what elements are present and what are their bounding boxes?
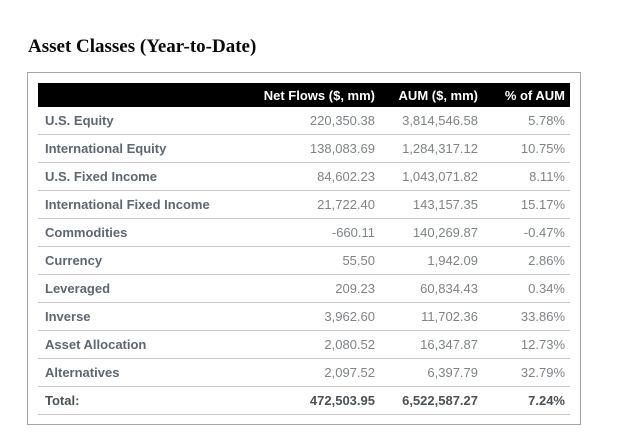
net-flows-cell: 2,080.52 [250, 330, 380, 359]
row-label: U.S. Fixed Income [38, 162, 250, 191]
table-container: Net Flows ($, mm) AUM ($, mm) % of AUM U… [27, 72, 581, 425]
aum-cell: 3,814,546.58 [380, 107, 483, 135]
net-flows-cell: 21,722.40 [250, 190, 380, 219]
pct-of-aum-cell: -0.47% [483, 218, 570, 247]
net-flows-cell: 55.50 [250, 246, 380, 275]
table-row: Currency 55.50 1,942.09 2.86% [38, 246, 570, 275]
pct-of-aum-cell: 2.86% [483, 246, 570, 275]
net-flows-cell: 220,350.38 [250, 107, 380, 135]
table-body: U.S. Equity 220,350.38 3,814,546.58 5.78% In… [38, 107, 570, 415]
table-row: Commodities -660.11 140,269.87 -0.47% [38, 218, 570, 247]
row-label: International Fixed Income [38, 190, 250, 219]
col-header-aum: AUM ($, mm) [380, 83, 483, 107]
net-flows-cell: 209.23 [250, 274, 380, 303]
aum-cell: 11,702.36 [380, 302, 483, 331]
net-flows-cell: -660.11 [250, 218, 380, 247]
net-flows-cell: 138,083.69 [250, 134, 380, 163]
net-flows-cell: 2,097.52 [250, 358, 380, 387]
aum-cell: 143,157.35 [380, 190, 483, 219]
row-label: Currency [38, 246, 250, 275]
asset-classes-table: Net Flows ($, mm) AUM ($, mm) % of AUM U… [38, 83, 570, 415]
pct-of-aum-cell: 12.73% [483, 330, 570, 359]
aum-cell: 1,942.09 [380, 246, 483, 275]
pct-of-aum-cell: 0.34% [483, 274, 570, 303]
row-label: Inverse [38, 302, 250, 331]
row-label: Leveraged [38, 274, 250, 303]
row-label: U.S. Equity [38, 107, 250, 135]
net-flows-cell: 472,503.95 [250, 386, 380, 415]
table-row: Asset Allocation 2,080.52 16,347.87 12.73% [38, 330, 570, 359]
aum-cell: 16,347.87 [380, 330, 483, 359]
aum-cell: 6,522,587.27 [380, 386, 483, 415]
row-label: Commodities [38, 218, 250, 247]
pct-of-aum-cell: 10.75% [483, 134, 570, 163]
table-header-row: Net Flows ($, mm) AUM ($, mm) % of AUM [38, 83, 570, 107]
aum-cell: 1,284,317.12 [380, 134, 483, 163]
col-header-pct-aum: % of AUM [483, 83, 570, 107]
pct-of-aum-cell: 7.24% [483, 386, 570, 415]
table-row: Alternatives 2,097.52 6,397.79 32.79% [38, 358, 570, 387]
table-row: International Equity 138,083.69 1,284,317.… [38, 134, 570, 163]
row-label: Asset Allocation [38, 330, 250, 359]
row-label: International Equity [38, 134, 250, 163]
net-flows-cell: 3,962.60 [250, 302, 380, 331]
page-title: Asset Classes (Year-to-Date) [28, 36, 257, 57]
pct-of-aum-cell: 15.17% [483, 190, 570, 219]
total-row: Total: 472,503.95 6,522,587.27 7.24% [38, 386, 570, 415]
pct-of-aum-cell: 8.11% [483, 162, 570, 191]
pct-of-aum-cell: 32.79% [483, 358, 570, 387]
table-row: U.S. Fixed Income 84,602.23 1,043,071.82 8.… [38, 162, 570, 191]
table-row: Inverse 3,962.60 11,702.36 33.86% [38, 302, 570, 331]
pct-of-aum-cell: 5.78% [483, 107, 570, 135]
net-flows-cell: 84,602.23 [250, 162, 380, 191]
row-label: Total: [38, 386, 250, 415]
table-row: Leveraged 209.23 60,834.43 0.34% [38, 274, 570, 303]
aum-cell: 140,269.87 [380, 218, 483, 247]
table-row: International Fixed Income 21,722.40 143,1… [38, 190, 570, 219]
aum-cell: 60,834.43 [380, 274, 483, 303]
col-header-asset-class [38, 83, 250, 107]
pct-of-aum-cell: 33.86% [483, 302, 570, 331]
aum-cell: 1,043,071.82 [380, 162, 483, 191]
aum-cell: 6,397.79 [380, 358, 483, 387]
table-row: U.S. Equity 220,350.38 3,814,546.58 5.78% [38, 107, 570, 135]
row-label: Alternatives [38, 358, 250, 387]
col-header-net-flows: Net Flows ($, mm) [250, 83, 380, 107]
